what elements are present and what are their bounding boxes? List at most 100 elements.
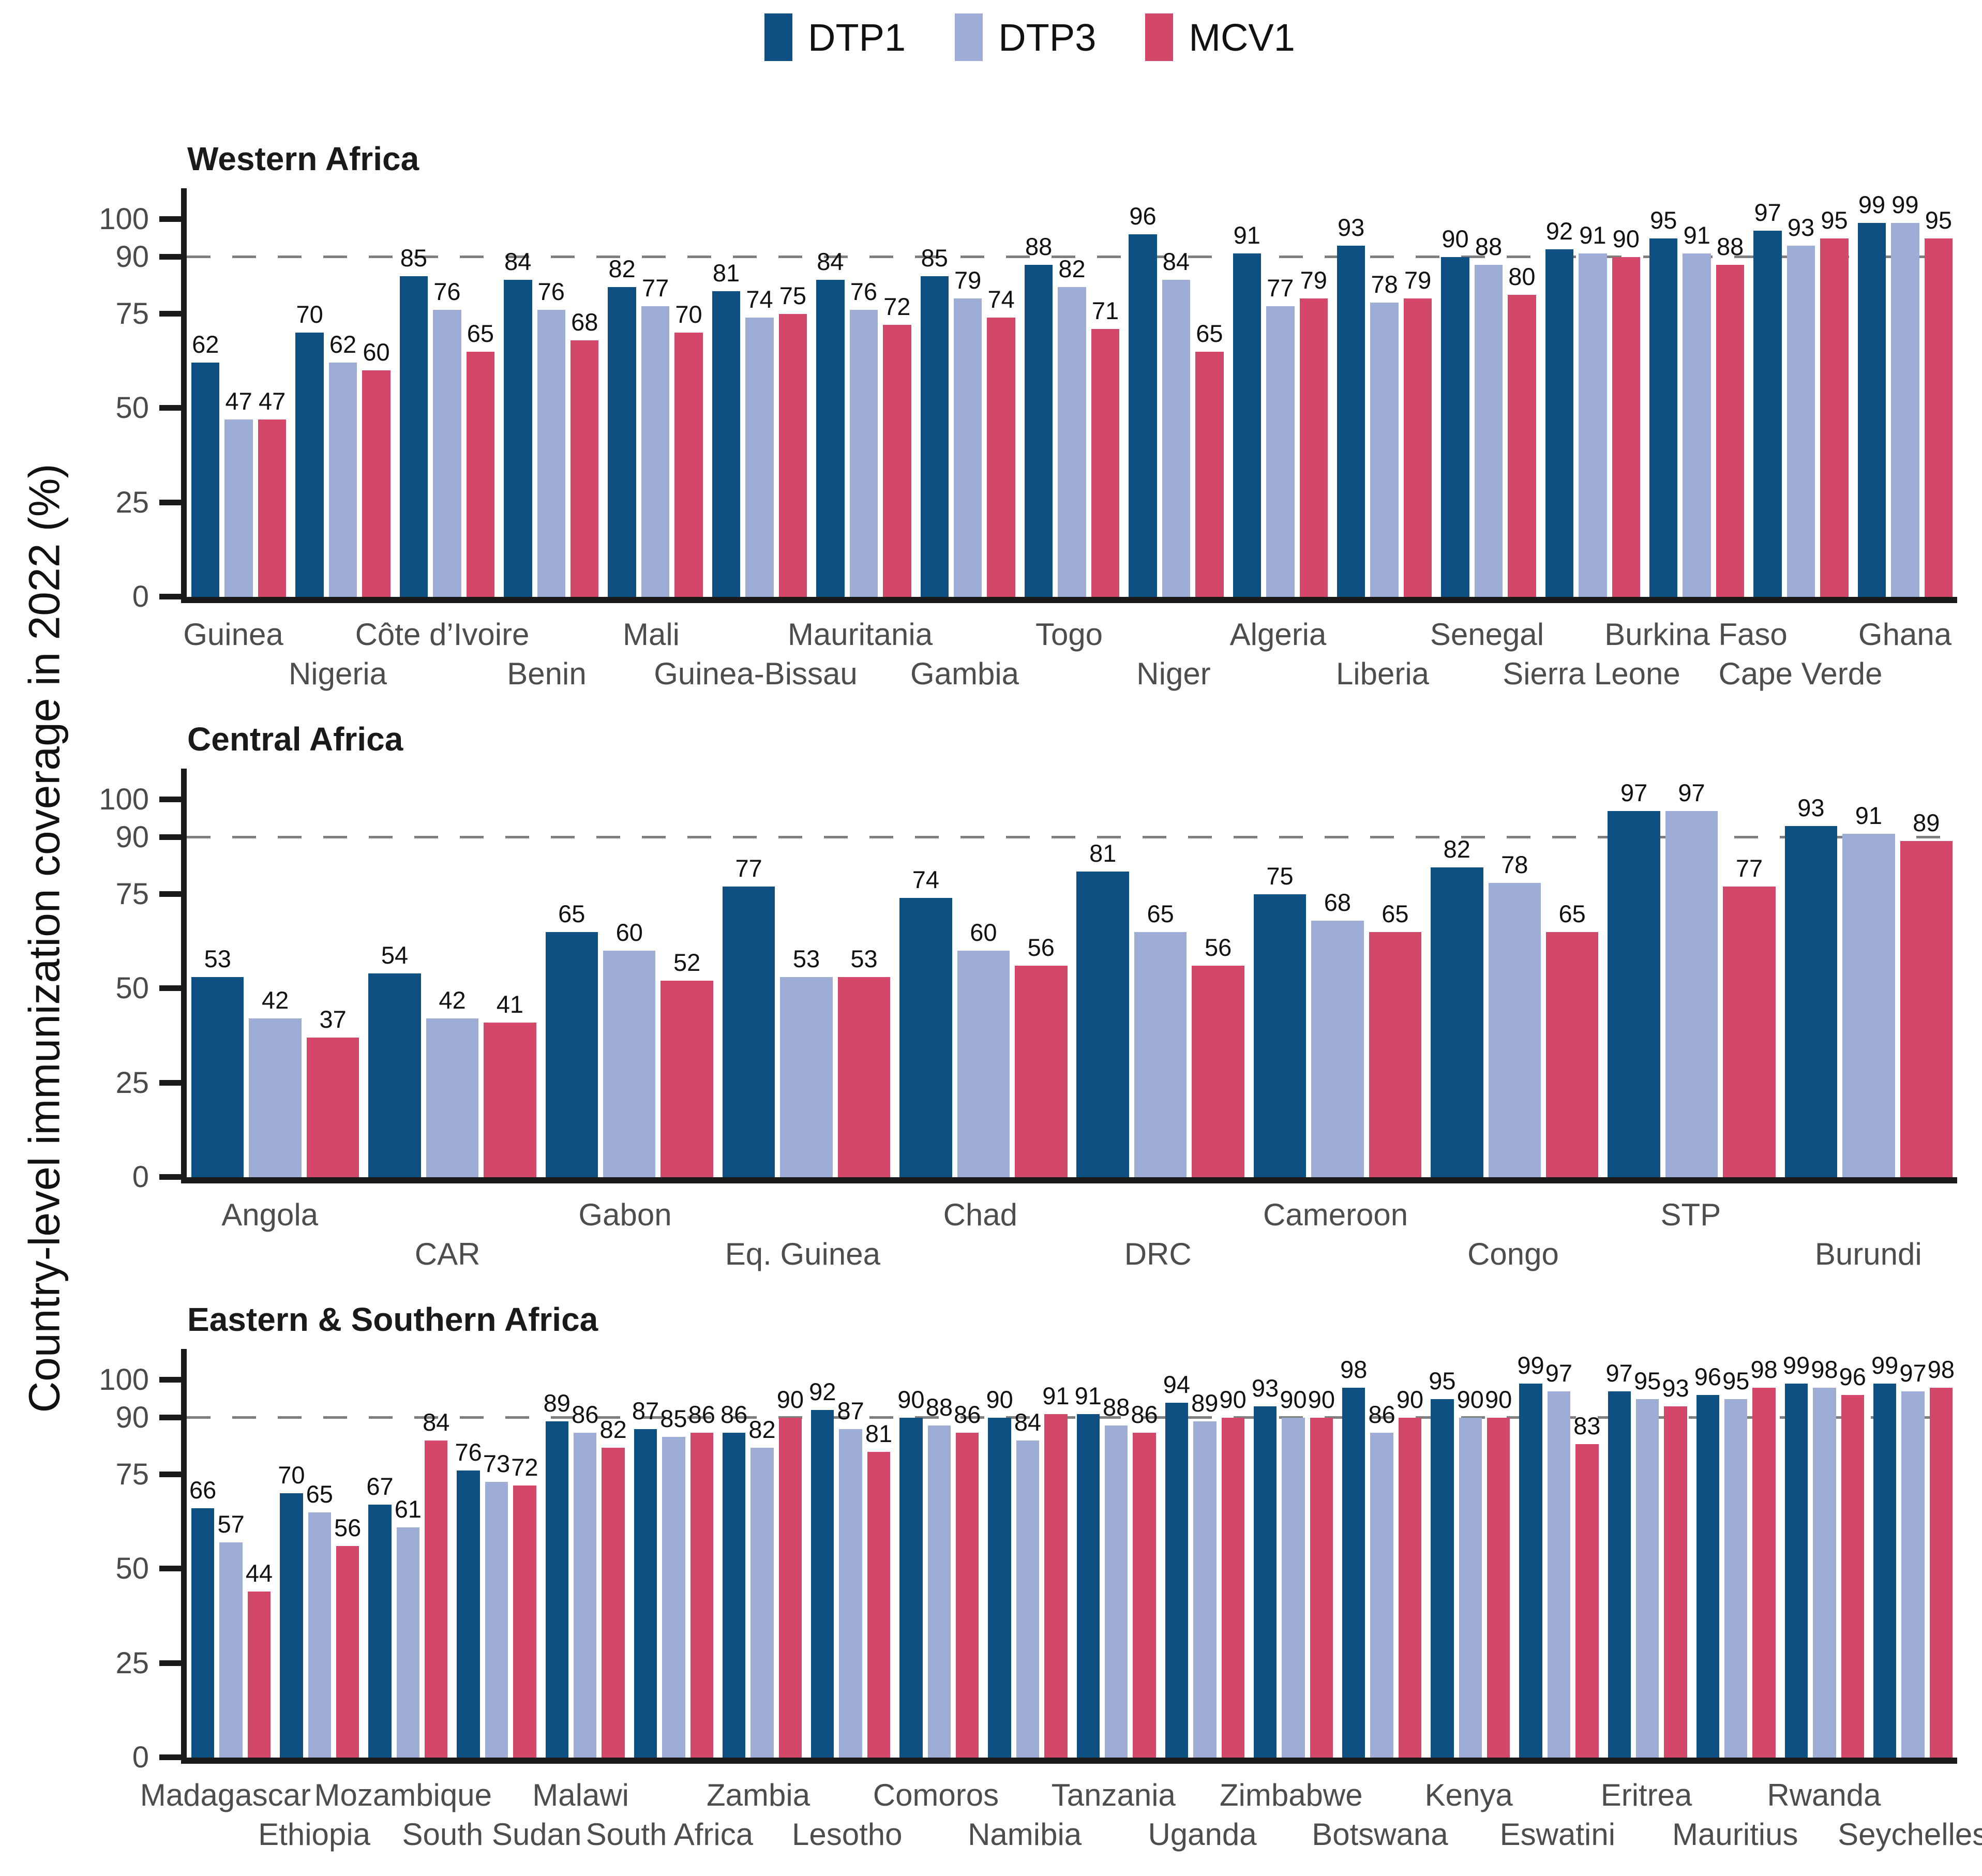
bar-dtp3-car: 42 — [426, 986, 479, 1177]
bar-value-label: 53 — [204, 945, 231, 973]
bar-mcv1-burundi: 89 — [1900, 809, 1953, 1177]
x-axis-label: Sierra Leone — [1503, 656, 1680, 691]
bar-value-label: 95 — [1650, 206, 1677, 234]
bar-value-label: 73 — [483, 1450, 510, 1478]
x-axis-label: Madagascar — [140, 1778, 311, 1812]
bar-group: 95 90 90 — [1426, 1349, 1514, 1758]
legend-item-dtp1: DTP1 — [764, 13, 906, 61]
bar-value-label: 76 — [433, 278, 461, 306]
bar-group: 74 60 56 — [895, 769, 1072, 1177]
y-axis: 0 25 50 75 90 100 — [78, 188, 181, 612]
bar-dtp3-togo: 82 — [1058, 255, 1086, 597]
x-axis-labels: Madagascar Ethiopia Mozambique South Sudan M… — [140, 1764, 1982, 1862]
bar-value-label: 81 — [865, 1419, 893, 1447]
bar-mcv1-liberia: 79 — [1403, 266, 1432, 597]
bar-dtp1-drc: 81 — [1076, 839, 1129, 1177]
bar-value-label: 86 — [688, 1401, 715, 1429]
bar-value-label: 97 — [1678, 778, 1705, 806]
bar-dtp3-stp: 97 — [1665, 779, 1718, 1177]
y-axis-tick-label: 50 — [115, 971, 149, 1005]
bar-dtp1-zimbabwe: 93 — [1252, 1374, 1279, 1758]
bar-dtp1-chad: 74 — [899, 866, 952, 1177]
bar-mcv1-mali: 70 — [674, 301, 703, 597]
bar-value-label: 95 — [1925, 206, 1953, 234]
bar-value-label: 52 — [673, 949, 701, 977]
panel-title: Eastern & Southern Africa — [187, 1301, 598, 1338]
bar-dtp3-liberia: 78 — [1370, 271, 1399, 597]
bar-value-label: 68 — [1324, 888, 1352, 916]
bar-value-label: 42 — [262, 986, 289, 1014]
bar-mcv1-south-sudan: 72 — [511, 1453, 538, 1758]
bar-value-label: 81 — [712, 259, 740, 287]
bar-dtp3-mozambique: 61 — [395, 1495, 422, 1758]
y-axis-tick-label: 100 — [99, 1363, 149, 1397]
bar-value-label: 47 — [225, 387, 252, 415]
bar-group: 97 93 95 — [1749, 188, 1853, 597]
bar-mcv1-chad: 56 — [1015, 934, 1068, 1177]
bar-value-label: 85 — [921, 244, 948, 272]
bar-dtp1-burundi: 93 — [1784, 794, 1838, 1177]
bar-value-label: 93 — [1338, 214, 1365, 242]
bar-value-label: 90 — [776, 1386, 804, 1413]
bar-group: 70 62 60 — [291, 188, 395, 597]
bar-mcv1-gabon: 52 — [660, 949, 713, 1177]
bar-value-label: 86 — [954, 1401, 981, 1429]
bar-value-label: 57 — [217, 1510, 245, 1538]
bar-dtp3-gambia: 79 — [953, 266, 982, 597]
bar-value-label: 75 — [1266, 862, 1294, 890]
y-axis-tick-label: 75 — [115, 296, 149, 331]
bar-value-label: 90 — [986, 1386, 1013, 1413]
bar-value-label: 84 — [1014, 1408, 1042, 1436]
bar-value-label: 79 — [1404, 266, 1432, 294]
legend-swatch-dtp3 — [955, 13, 983, 61]
bar-value-label: 97 — [1620, 778, 1648, 806]
bar-dtp3-congo: 78 — [1488, 851, 1541, 1177]
bar-group: 96 95 98 — [1692, 1349, 1780, 1758]
bar-value-label: 84 — [817, 247, 844, 275]
bar-value-label: 65 — [306, 1480, 333, 1508]
x-axis-label: Burkina Faso — [1604, 617, 1788, 652]
bar-value-label: 66 — [189, 1476, 217, 1504]
bar-value-label: 90 — [1396, 1386, 1424, 1413]
bar-group: 82 78 65 — [1426, 769, 1603, 1177]
bar-dtp3-south-sudan: 73 — [483, 1450, 510, 1758]
bar-value-label: 65 — [1382, 899, 1409, 927]
bar-group: 91 77 79 — [1228, 188, 1332, 597]
bar-value-label: 47 — [258, 387, 286, 415]
bar-dtp3-burundi: 91 — [1842, 802, 1895, 1177]
bar-dtp1-guinea-bissau: 81 — [712, 259, 741, 597]
panel-eastern-southern-africa: Eastern & Southern Africa 0 25 50 75 90 100 6… — [78, 1300, 1982, 1862]
bar-dtp1-niger: 96 — [1129, 202, 1157, 597]
bar-mcv1-stp: 77 — [1723, 854, 1776, 1177]
bar-value-label: 92 — [809, 1378, 836, 1406]
bar-value-label: 79 — [954, 266, 982, 294]
bar-dtp3-mali: 77 — [641, 274, 670, 597]
bar-group: 90 88 86 — [895, 1349, 983, 1758]
bar-value-label: 87 — [632, 1397, 659, 1424]
bar-value-label: 78 — [1371, 270, 1398, 298]
bar-value-label: 95 — [1633, 1367, 1661, 1394]
bar-value-label: 88 — [1025, 232, 1053, 260]
bar-dtp1-algeria: 91 — [1233, 221, 1262, 597]
bar-dtp3-rwanda: 98 — [1811, 1356, 1838, 1758]
bar-mcv1-angola: 37 — [306, 1005, 359, 1177]
bar-value-label: 98 — [1340, 1355, 1368, 1383]
bar-value-label: 74 — [912, 865, 940, 893]
bar-dtp1-botswana: 98 — [1340, 1356, 1367, 1758]
x-axis-label: Senegal — [1430, 617, 1544, 652]
x-axis-label: Uganda — [1148, 1817, 1257, 1852]
bar-dtp1-nigeria: 70 — [295, 301, 324, 597]
y-axis-tick-mark — [159, 1415, 181, 1420]
bar-value-label: 85 — [660, 1404, 687, 1432]
bar-value-label: 86 — [720, 1401, 748, 1429]
bar-value-label: 97 — [1545, 1359, 1573, 1387]
bar-group: 85 76 65 — [395, 188, 499, 597]
bar-value-label: 91 — [1074, 1382, 1102, 1409]
dashed-gridline-90 — [187, 836, 1957, 838]
legend-swatch-dtp1 — [764, 13, 793, 61]
x-axis-label: Eq. Guinea — [725, 1237, 880, 1271]
bar-mcv1-zambia: 90 — [777, 1386, 804, 1758]
y-axis-tick-label: 25 — [115, 1065, 149, 1100]
bar-group: 90 88 80 — [1436, 188, 1540, 597]
bar-dtp1-gabon: 65 — [545, 900, 598, 1177]
